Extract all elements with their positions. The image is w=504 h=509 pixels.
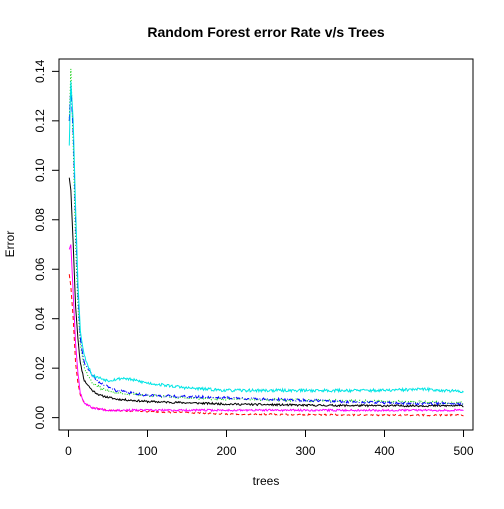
series-line-6 bbox=[68, 244, 464, 413]
y-tick-label: 0.02 bbox=[33, 356, 47, 380]
y-axis: 0.00 0.02 0.04 0.06 0.08 0.10 0.12 0.14 bbox=[33, 59, 60, 430]
series-line-4 bbox=[68, 86, 464, 406]
series-layer bbox=[68, 68, 464, 417]
x-tick-label: 300 bbox=[295, 444, 315, 458]
series-line-3 bbox=[68, 68, 464, 405]
chart-title: Random Forest error Rate v/s Trees bbox=[147, 24, 385, 40]
series-line-5 bbox=[68, 81, 464, 394]
series-line-1 bbox=[68, 177, 464, 408]
x-tick-label: 200 bbox=[216, 444, 236, 458]
y-tick-label: 0.00 bbox=[33, 406, 47, 430]
x-tick-label: 500 bbox=[454, 444, 474, 458]
y-axis-title: Error bbox=[3, 231, 17, 258]
x-axis: 0 100 200 300 400 500 bbox=[65, 429, 474, 458]
series-line-2 bbox=[68, 274, 464, 417]
x-tick-label: 0 bbox=[65, 444, 72, 458]
y-tick-label: 0.06 bbox=[33, 257, 47, 281]
y-tick-label: 0.12 bbox=[33, 109, 47, 133]
x-tick-label: 400 bbox=[374, 444, 394, 458]
y-tick-label: 0.08 bbox=[33, 208, 47, 232]
x-axis-title: trees bbox=[253, 474, 280, 488]
y-tick-label: 0.14 bbox=[33, 59, 47, 83]
y-tick-label: 0.10 bbox=[33, 158, 47, 182]
x-tick-label: 100 bbox=[137, 444, 157, 458]
y-tick-label: 0.04 bbox=[33, 307, 47, 331]
